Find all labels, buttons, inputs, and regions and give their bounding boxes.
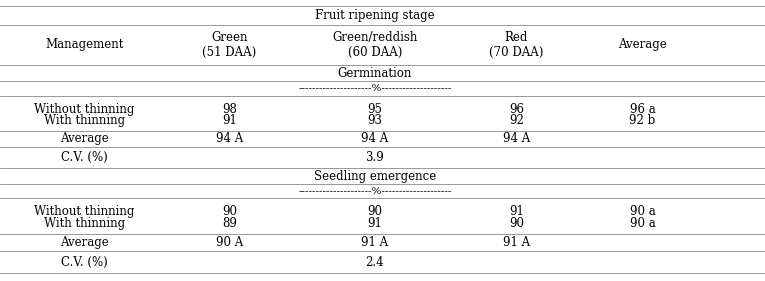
Text: Red
(70 DAA): Red (70 DAA) bbox=[489, 31, 544, 59]
Text: 90 A: 90 A bbox=[216, 236, 243, 249]
Text: 92: 92 bbox=[509, 114, 524, 127]
Text: Average: Average bbox=[60, 132, 109, 145]
Text: 91: 91 bbox=[222, 114, 237, 127]
Text: 91: 91 bbox=[367, 217, 382, 230]
Text: Green/reddish
(60 DAA): Green/reddish (60 DAA) bbox=[332, 31, 418, 59]
Text: 2.4: 2.4 bbox=[366, 256, 384, 269]
Text: Without thinning: Without thinning bbox=[34, 103, 135, 115]
Text: 89: 89 bbox=[222, 217, 237, 230]
Text: 98: 98 bbox=[222, 103, 237, 115]
Text: 94 A: 94 A bbox=[361, 132, 389, 145]
Text: 90: 90 bbox=[509, 217, 524, 230]
Text: 91 A: 91 A bbox=[361, 236, 389, 249]
Text: 90: 90 bbox=[222, 205, 237, 218]
Text: ---------------------%--------------------: ---------------------%------------------… bbox=[298, 84, 451, 93]
Text: 3.9: 3.9 bbox=[366, 151, 384, 164]
Text: 95: 95 bbox=[367, 103, 382, 115]
Text: 91: 91 bbox=[509, 205, 524, 218]
Text: 90: 90 bbox=[367, 205, 382, 218]
Text: Green
(51 DAA): Green (51 DAA) bbox=[203, 31, 256, 59]
Text: 96 a: 96 a bbox=[630, 103, 656, 115]
Text: 90 a: 90 a bbox=[630, 217, 656, 230]
Text: C.V. (%): C.V. (%) bbox=[60, 151, 108, 164]
Text: 94 A: 94 A bbox=[503, 132, 530, 145]
Text: Average: Average bbox=[618, 38, 667, 51]
Text: Seedling emergence: Seedling emergence bbox=[314, 170, 436, 183]
Text: 94 A: 94 A bbox=[216, 132, 243, 145]
Text: With thinning: With thinning bbox=[44, 114, 125, 127]
Text: Germination: Germination bbox=[337, 67, 412, 80]
Text: Management: Management bbox=[45, 38, 123, 51]
Text: Without thinning: Without thinning bbox=[34, 205, 135, 218]
Text: Fruit ripening stage: Fruit ripening stage bbox=[315, 9, 435, 22]
Text: C.V. (%): C.V. (%) bbox=[60, 256, 108, 269]
Text: 92 b: 92 b bbox=[630, 114, 656, 127]
Text: With thinning: With thinning bbox=[44, 217, 125, 230]
Text: 90 a: 90 a bbox=[630, 205, 656, 218]
Text: 91 A: 91 A bbox=[503, 236, 530, 249]
Text: 93: 93 bbox=[367, 114, 382, 127]
Text: 96: 96 bbox=[509, 103, 524, 115]
Text: ---------------------%--------------------: ---------------------%------------------… bbox=[298, 187, 451, 196]
Text: Average: Average bbox=[60, 236, 109, 249]
